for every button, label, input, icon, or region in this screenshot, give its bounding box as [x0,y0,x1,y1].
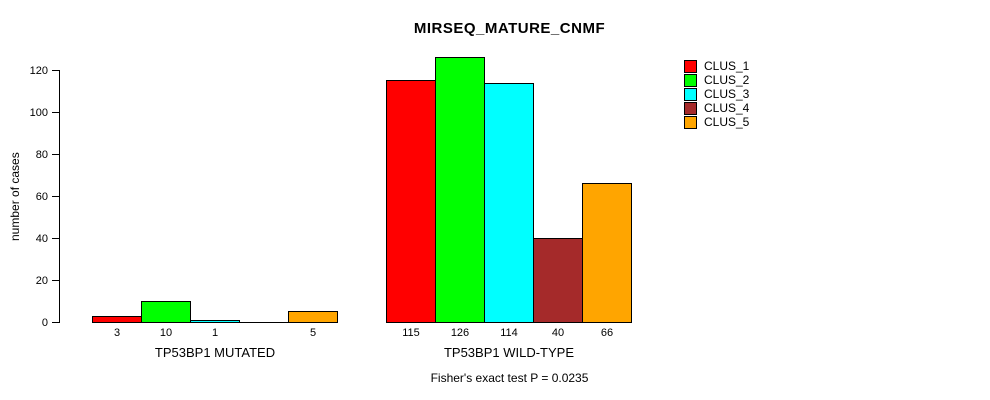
legend-swatch-icon [684,101,697,115]
group-label: TP53BP1 MUTATED [154,345,276,360]
legend-label: CLUS_1 [704,58,750,73]
bar-clus_5-mutated [288,311,338,323]
bar-value-label: 10 [159,327,173,339]
legend-label: CLUS_3 [704,86,750,101]
legend-row-clus_2: CLUS_2 [684,73,749,87]
legend-swatch-icon [684,87,697,101]
legend-row-clus_3: CLUS_3 [684,87,749,101]
legend-swatch-icon [684,59,697,73]
y-axis-label: number of cases [8,152,22,241]
bar-value-label: 1 [211,327,219,339]
y-tick-mark [52,196,59,197]
y-tick-mark [52,322,59,323]
legend-label: CLUS_2 [704,72,750,87]
legend: CLUS_1 CLUS_2 CLUS_3 CLUS_4 CLUS_5 [684,59,749,129]
legend-swatch-icon [684,115,697,129]
bar-clus_3-wild-type [484,83,534,323]
y-tick-label: 40 [35,233,48,245]
legend-label: CLUS_4 [704,100,750,115]
bar-value-label: 114 [500,327,518,339]
y-tick-label: 0 [41,317,48,329]
bar-clus_3-mutated [190,320,240,323]
y-tick-label: 60 [35,191,48,203]
bar-clus_1-mutated [92,316,142,323]
bar-value-label: 115 [402,327,420,339]
legend-swatch-icon [684,73,697,87]
chart-title: MIRSEQ_MATURE_CNMF [413,20,606,37]
legend-label: CLUS_5 [704,114,750,129]
group-label: TP53BP1 WILD-TYPE [443,345,575,360]
legend-row-clus_5: CLUS_5 [684,115,749,129]
bar-clus_2-wild-type [435,57,485,323]
bar-clus_1-wild-type [386,80,436,323]
footnote-pvalue: Fisher's exact test P = 0.0235 [430,371,589,385]
bar-clus_4-wild-type [533,238,583,323]
y-tick-mark [52,154,59,155]
bar-value-label: 5 [309,327,317,339]
bar-value-label: 40 [551,327,565,339]
legend-row-clus_1: CLUS_1 [684,59,749,73]
bar-value-label: 66 [600,327,614,339]
y-tick-label: 20 [35,275,48,287]
y-tick-mark [52,70,59,71]
bar-clus_2-mutated [141,301,191,323]
bar-clus_5-wild-type [582,183,632,323]
bar-value-label: 3 [113,327,121,339]
y-axis-line [59,70,60,323]
y-tick-mark [52,238,59,239]
legend-row-clus_4: CLUS_4 [684,101,749,115]
y-tick-label: 120 [29,65,48,77]
y-tick-label: 80 [35,149,48,161]
bar-value-label: 126 [450,327,470,339]
y-tick-label: 100 [29,107,48,119]
y-tick-mark [52,280,59,281]
y-tick-mark [52,112,59,113]
